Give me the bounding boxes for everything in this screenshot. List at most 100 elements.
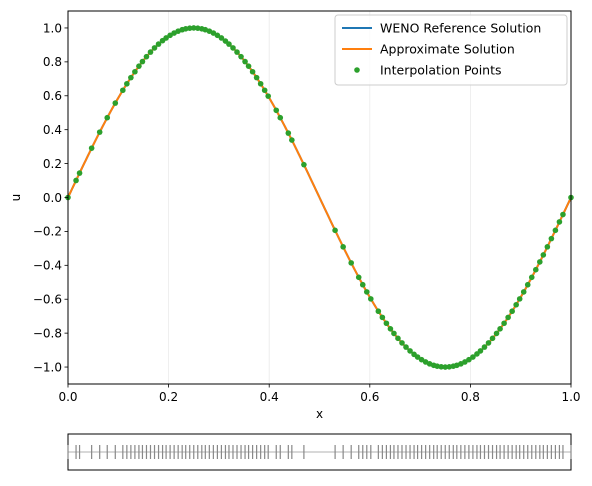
interpolation-point-61	[391, 330, 397, 337]
interpolation-point-91	[509, 308, 515, 315]
interpolation-point-52	[348, 260, 354, 266]
interpolation-point-13	[143, 53, 150, 60]
interpolation-point-97	[532, 266, 539, 273]
interpolation-point-14	[147, 49, 154, 55]
interpolation-point-5	[104, 114, 111, 121]
interpolation-point-74	[442, 364, 449, 370]
interpolation-point-57	[375, 308, 382, 315]
interpolation-point-88	[497, 326, 503, 332]
y-tick-label-10: 1.0	[43, 21, 62, 35]
y-tick-label-1: −0.8	[33, 326, 62, 340]
interpolation-point-54	[359, 281, 366, 288]
interpolation-point-83	[477, 348, 484, 354]
legend-swatch-points	[354, 67, 360, 73]
interpolation-point-86	[489, 335, 496, 342]
legend: WENO Reference Solution Approximate Solu…	[334, 14, 568, 86]
interpolation-point-11	[136, 63, 142, 69]
interpolation-point-85	[485, 340, 492, 346]
interpolation-point-96	[528, 274, 535, 281]
interpolation-point-46	[277, 114, 284, 121]
y-tick-label-6: 0.2	[43, 157, 62, 171]
legend-label-weno: WENO Reference Solution	[380, 21, 541, 36]
interpolation-point-7	[120, 87, 126, 94]
interpolation-point-81	[470, 354, 476, 360]
interpolation-point-59	[383, 320, 390, 327]
series-layer	[65, 25, 574, 370]
y-axis-ticks: −1.0 −0.8 −0.6 −0.4 −0.2 0.0 0.2 0.4 0.6 0.8 1.0	[33, 21, 68, 374]
interpolation-point-41	[253, 74, 260, 81]
interpolation-point-45	[273, 107, 280, 114]
interpolation-point-56	[368, 296, 374, 302]
y-tick-label-9: 0.8	[43, 55, 62, 69]
interpolation-point-4	[96, 129, 103, 135]
y-tick-label-2: −0.6	[33, 293, 62, 307]
interpolation-point-31	[214, 32, 221, 39]
interpolation-point-87	[493, 330, 500, 337]
y-tick-label-7: 0.4	[43, 123, 62, 137]
y-tick-label-3: −0.4	[33, 259, 62, 273]
interpolation-point-16	[155, 41, 162, 47]
interpolation-point-3	[88, 145, 95, 151]
interpolation-point-60	[387, 326, 394, 332]
interpolation-point-93	[516, 296, 523, 302]
interpolation-point-37	[238, 53, 244, 60]
interpolation-point-6	[112, 100, 119, 106]
y-axis-label: u	[9, 194, 23, 202]
interpolation-point-25	[190, 25, 197, 31]
interpolation-point-63	[399, 340, 405, 346]
interpolation-point-40	[249, 68, 256, 75]
interpolation-point-64	[403, 344, 409, 350]
main-plot: 0.0 0.2 0.4 0.6 0.8 1.0 −1.0 −0.8 −0.6 −0.4 −0.2 0…	[9, 10, 581, 421]
strip-layer	[67, 445, 572, 459]
interpolation-point-101	[548, 235, 555, 242]
interpolation-point-49	[301, 161, 307, 168]
interpolation-point-8	[124, 80, 130, 87]
interpolation-point-100	[544, 244, 551, 250]
legend-box	[334, 14, 568, 86]
interpolation-point-80	[466, 356, 472, 363]
interpolation-point-94	[520, 289, 527, 295]
interpolation-point-1	[73, 177, 79, 184]
x-axis-label: x	[316, 407, 323, 421]
interpolation-point-102	[552, 227, 559, 234]
y-tick-label-0: −1.0	[33, 360, 62, 374]
interpolation-point-2	[76, 170, 83, 176]
interpolation-point-32	[218, 35, 225, 41]
interpolation-point-36	[234, 49, 240, 55]
interpolation-point-15	[151, 45, 158, 51]
interpolation-point-99	[540, 252, 547, 258]
y-tick-label-8: 0.6	[43, 89, 62, 103]
interpolation-point-9	[128, 74, 134, 81]
interpolation-point-58	[379, 314, 386, 321]
interpolation-point-10	[132, 68, 138, 75]
interpolation-point-92	[513, 301, 519, 308]
interpolation-point-24	[186, 25, 193, 31]
interpolation-point-51	[340, 244, 346, 250]
interpolation-point-34	[226, 41, 232, 47]
interpolation-point-55	[363, 289, 370, 295]
interpolation-point-42	[257, 80, 264, 87]
interpolation-point-44	[265, 93, 271, 99]
interpolation-point-43	[261, 87, 268, 94]
interpolation-point-50	[332, 227, 338, 234]
legend-label-points: Interpolation Points	[380, 63, 502, 78]
interpolation-point-104	[560, 211, 566, 218]
interpolation-point-38	[242, 58, 248, 65]
interpolation-point-53	[355, 274, 362, 281]
interpolation-point-39	[245, 63, 252, 69]
x-tick-label-3: 0.6	[360, 390, 379, 404]
interpolation-point-84	[481, 344, 488, 350]
interpolation-point-103	[556, 219, 563, 225]
interpolation-point-62	[395, 335, 401, 342]
interpolation-point-47	[285, 130, 292, 136]
interpolation-point-35	[230, 45, 236, 51]
interpolation-point-67	[414, 354, 421, 360]
x-tick-label-4: 0.8	[461, 390, 480, 404]
legend-label-approx: Approximate Solution	[380, 42, 515, 57]
interpolation-point-18	[163, 35, 169, 41]
x-tick-label-0: 0.0	[58, 390, 77, 404]
x-tick-label-1: 0.2	[159, 390, 178, 404]
x-tick-label-2: 0.4	[260, 390, 279, 404]
interpolation-point-65	[407, 348, 413, 354]
